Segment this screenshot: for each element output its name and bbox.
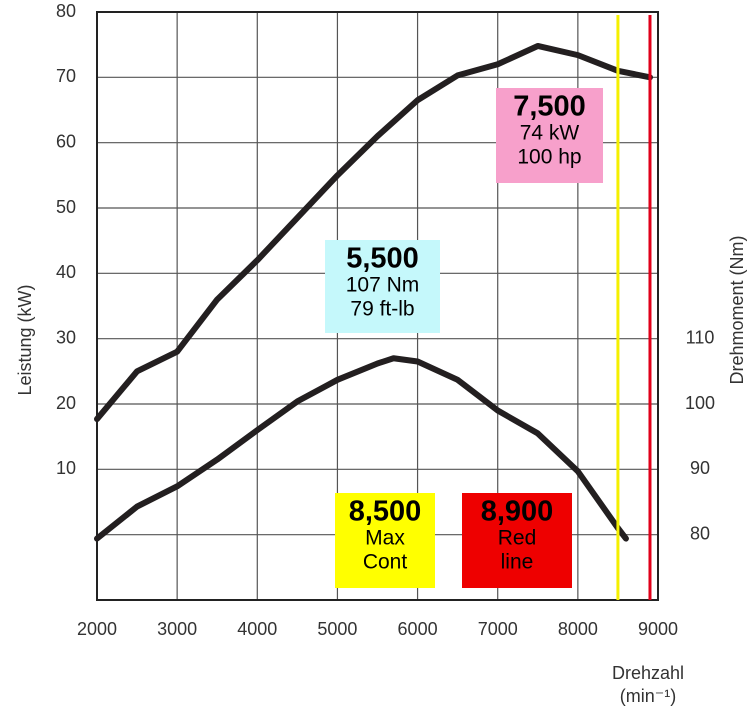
y-tick-label: 70 [56, 66, 76, 86]
annotation-title: 8,900 [481, 496, 554, 528]
x-tick-label: 3000 [157, 619, 197, 639]
y-axis-label: Leistung (kW) [15, 284, 35, 395]
annotation-text: 107 Nm [346, 274, 420, 297]
data-line [94, 42, 653, 423]
x-tick-label: 6000 [398, 619, 438, 639]
annotation-box [496, 88, 603, 183]
annotation-box [335, 493, 435, 588]
x-tick-label: 8000 [558, 619, 598, 639]
x-tick-label: 7000 [478, 619, 518, 639]
annotation-text: 100 hp [517, 146, 581, 169]
x-tick-label: 9000 [638, 619, 678, 639]
annotation-text: 79 ft-lb [350, 298, 414, 321]
annotation-text: Cont [363, 551, 408, 574]
y-tick-label: 40 [56, 262, 76, 282]
annotation-text: Red [498, 527, 537, 550]
annotation-box [325, 240, 440, 333]
y-tick-label: 30 [56, 327, 76, 347]
y-tick-label: 80 [56, 1, 76, 21]
y-tick-label: 60 [56, 131, 76, 151]
annotation-text: line [501, 551, 534, 574]
x-tick-label: 5000 [317, 619, 357, 639]
y-tick-label: 10 [56, 458, 76, 478]
y2-axis-label: Drehmoment (Nm) [727, 235, 747, 384]
annotation-text: Max [365, 527, 405, 550]
x-axis-unit: (min⁻¹) [620, 686, 677, 706]
y2-tick-label: 90 [690, 458, 710, 478]
x-tick-label: 4000 [237, 619, 277, 639]
y2-tick-label: 110 [686, 327, 715, 347]
annotation-title: 8,500 [349, 496, 422, 528]
y2-tick-label: 100 [685, 393, 715, 413]
y2-tick-label: 80 [690, 523, 710, 543]
data-line [94, 355, 629, 542]
x-axis-label: Drehzahl [612, 663, 684, 683]
plot-frame [96, 11, 659, 601]
y-tick-label: 20 [56, 393, 76, 413]
annotation-title: 7,500 [513, 91, 586, 123]
y-tick-label: 50 [56, 197, 76, 217]
annotation-text: 74 kW [520, 122, 580, 145]
x-tick-label: 2000 [77, 619, 117, 639]
annotation-box [462, 493, 572, 588]
annotation-title: 5,500 [346, 243, 419, 275]
